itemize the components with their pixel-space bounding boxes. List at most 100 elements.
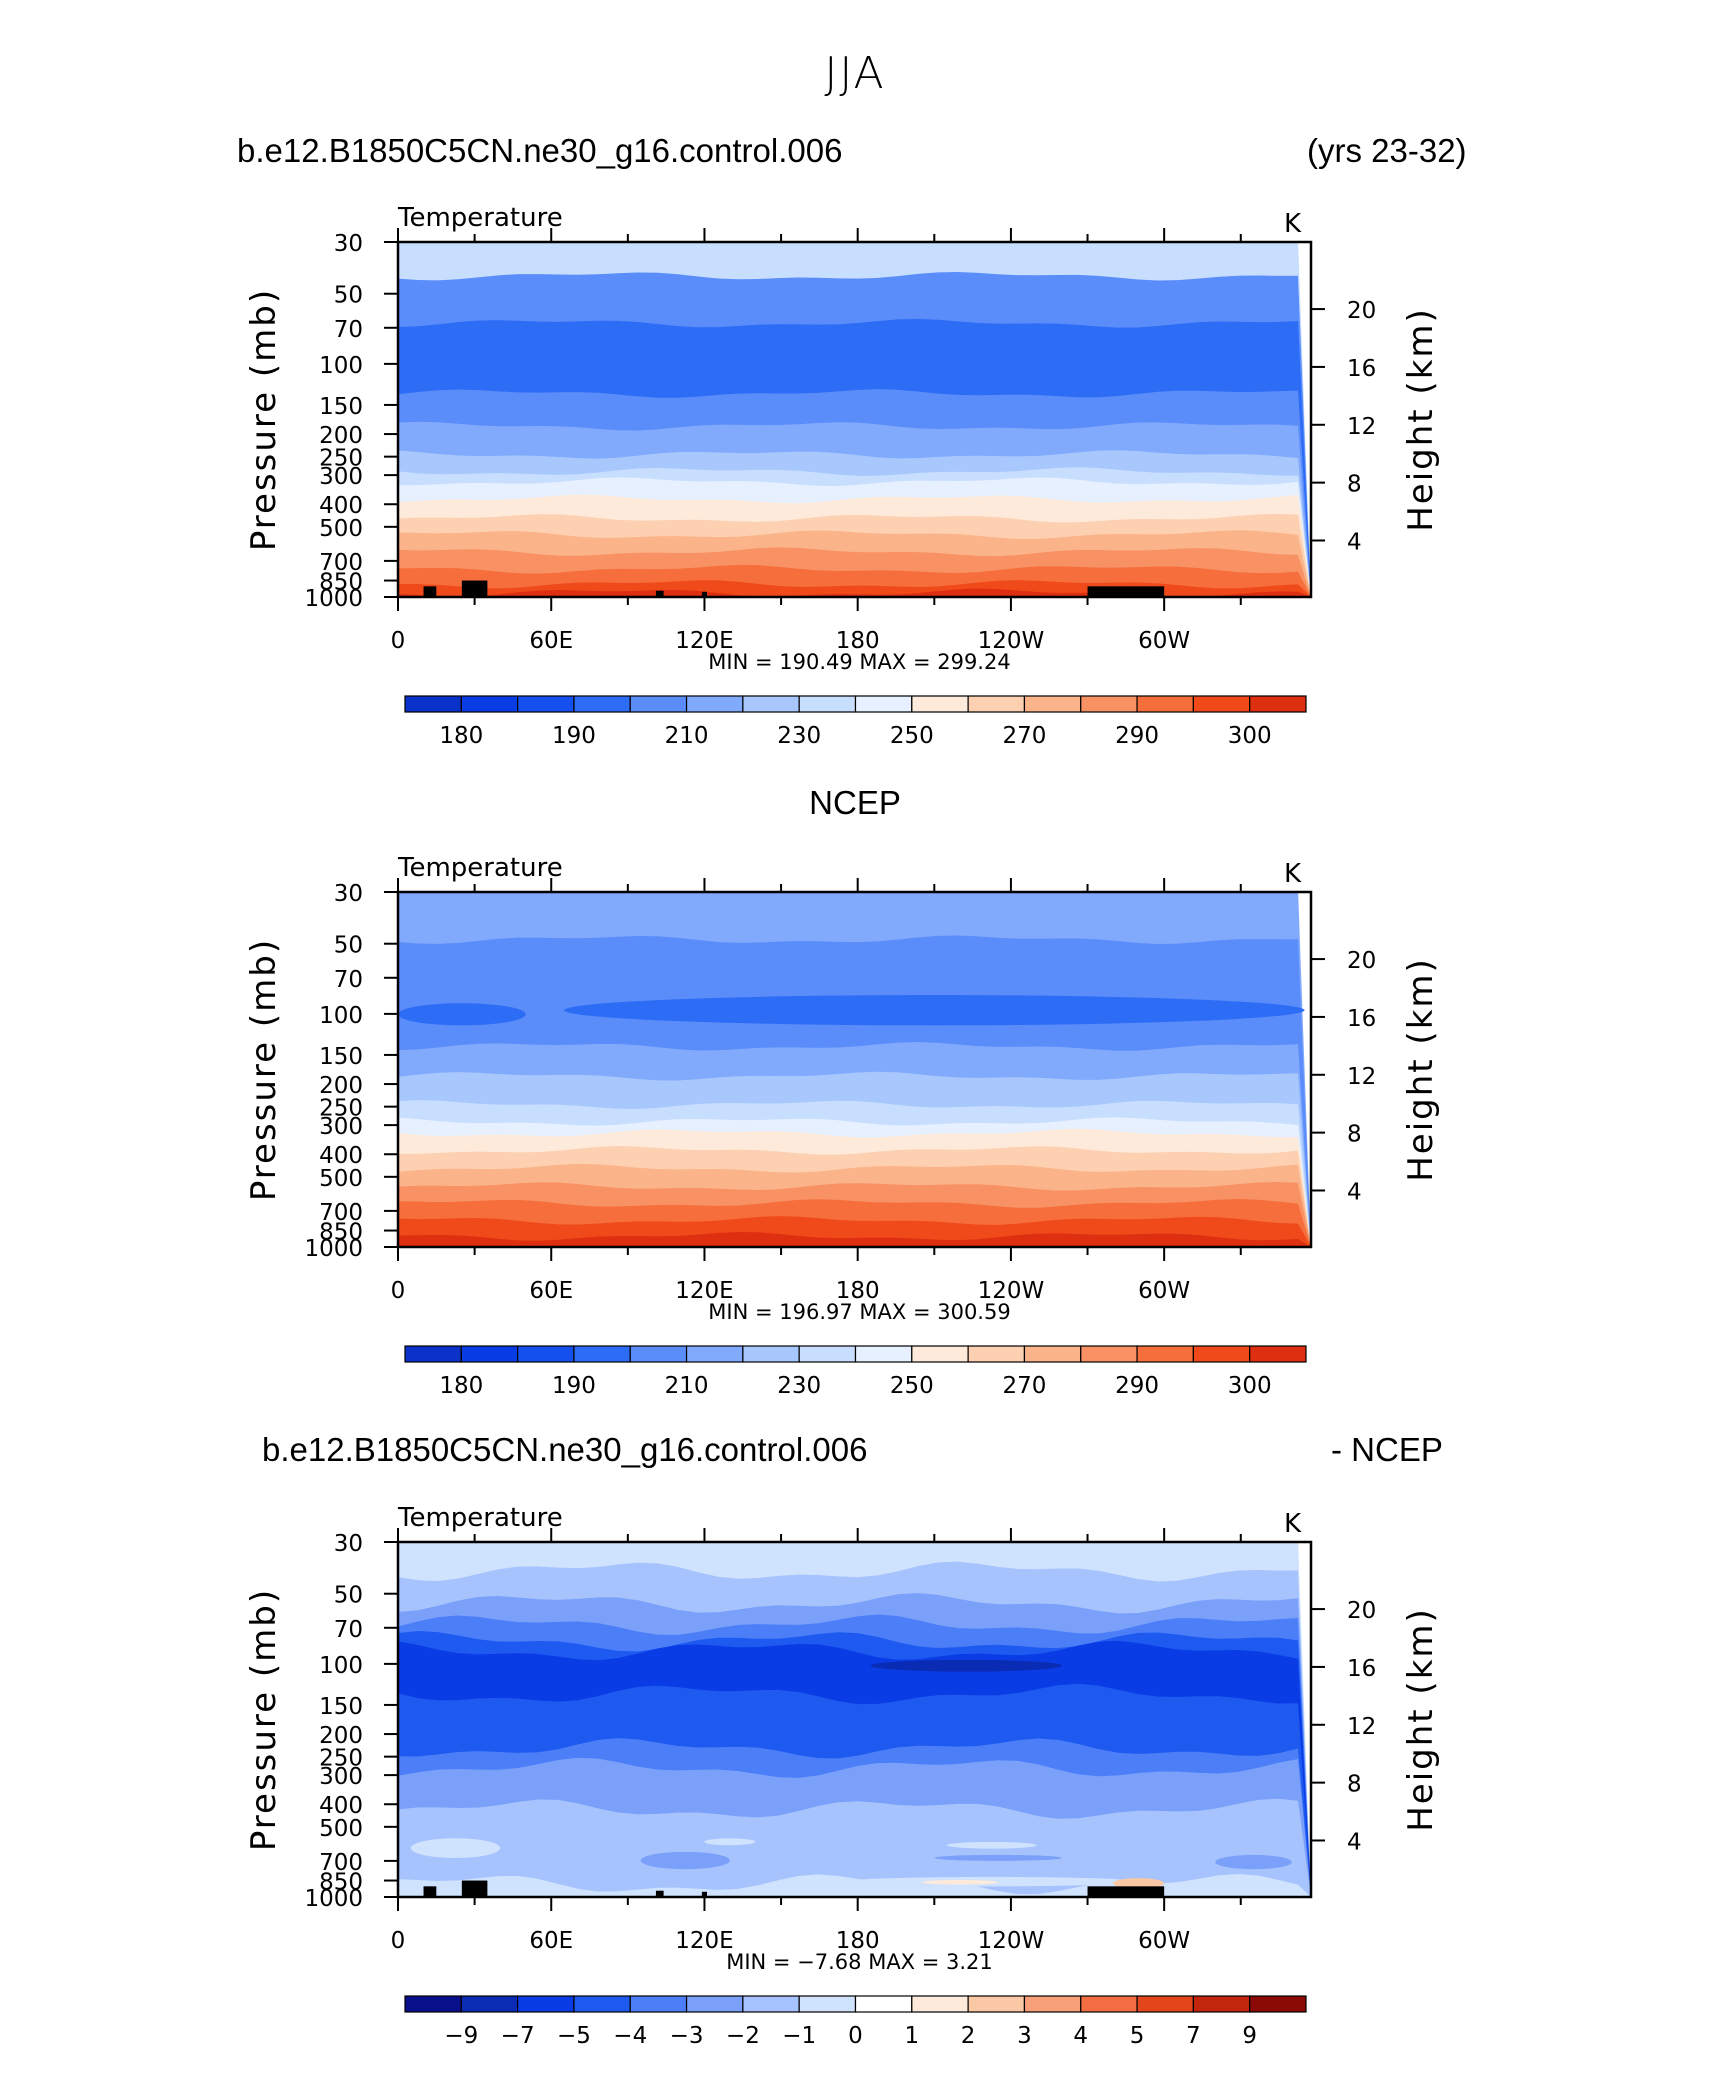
pressure-tick-label: 150 xyxy=(319,1694,363,1720)
pressure-tick-label: 500 xyxy=(319,516,363,542)
model-temperature-panel: Temperature K3050701001502002503004005007… xyxy=(244,203,1441,749)
lon-tick-label: 0 xyxy=(391,628,406,654)
colorbar-box xyxy=(742,1345,800,1363)
pressure-tick-label: 300 xyxy=(319,1764,363,1790)
pressure-tick-label: 50 xyxy=(334,283,363,309)
colorbar-box xyxy=(685,1345,744,1363)
contour-blob xyxy=(921,1879,999,1885)
lon-tick-label: 60W xyxy=(1138,1928,1190,1954)
variable-label: Temperature xyxy=(397,853,563,883)
contour-blob xyxy=(704,1838,756,1846)
colorbar-box xyxy=(460,1995,519,2013)
colorbar-box xyxy=(404,1345,462,1363)
colorbar-label: −9 xyxy=(444,2023,478,2049)
height-tick-label: 12 xyxy=(1347,1064,1376,1090)
lon-tick-label: 60W xyxy=(1138,628,1190,654)
pressure-tick-label: 50 xyxy=(334,933,363,959)
pressure-tick-label: 400 xyxy=(319,1793,363,1819)
ncep-temperature-panel: Temperature K3050701001502002503004005007… xyxy=(244,853,1441,1399)
pressure-tick-label: 1000 xyxy=(304,1886,363,1912)
colorbar-label: 5 xyxy=(1130,2023,1145,2049)
lon-tick-label: 120W xyxy=(978,1278,1045,1304)
terrain-mask xyxy=(1087,586,1165,597)
colorbar-box xyxy=(1023,1995,1082,2013)
plot-frame xyxy=(396,1540,1313,1899)
lon-tick-label: 120E xyxy=(675,628,733,654)
pressure-tick-label: 500 xyxy=(319,1816,363,1842)
lon-tick-label: 60E xyxy=(529,1928,573,1954)
colorbar-label: 180 xyxy=(439,1373,483,1399)
contour-blob xyxy=(398,1003,526,1026)
colorbar-label: 0 xyxy=(848,2023,863,2049)
colorbar-box xyxy=(573,1995,631,2013)
pressure-tick-label: 850 xyxy=(319,570,363,596)
colorbar-label: 7 xyxy=(1186,2023,1201,2049)
pressure-tick-label: 850 xyxy=(319,1220,363,1246)
y-axis-label: Pressure (mb) xyxy=(244,938,284,1201)
colorbar-label: −5 xyxy=(557,2023,591,2049)
colorbar-label: 9 xyxy=(1242,2023,1257,2049)
colorbar-box xyxy=(967,1345,1026,1363)
contour-blob xyxy=(410,1838,501,1858)
colorbar-label: 190 xyxy=(552,1373,596,1399)
terrain-mask xyxy=(461,1880,488,1897)
pressure-tick-label: 70 xyxy=(334,1617,363,1643)
panel1-title-right: (yrs 23-32) xyxy=(1307,132,1467,169)
lon-tick-label: 120E xyxy=(675,1278,733,1304)
colorbar-box xyxy=(685,1995,744,2013)
colorbar-box xyxy=(1192,1995,1251,2013)
pressure-tick-label: 400 xyxy=(319,1143,363,1169)
min-max-label: MIN = −7.68 MAX = 3.21 xyxy=(726,1950,993,1974)
lon-tick-label: 60W xyxy=(1138,1278,1190,1304)
colorbar-box xyxy=(1136,1345,1194,1363)
colorbar-box xyxy=(517,1995,575,2013)
terrain-mask xyxy=(461,580,488,597)
height-tick-label: 12 xyxy=(1347,414,1376,440)
terrain-mask xyxy=(655,590,664,597)
colorbar-box xyxy=(1080,1345,1138,1363)
colorbar-box xyxy=(517,1345,575,1363)
colorbar-box xyxy=(573,695,631,713)
colorbar-box xyxy=(460,695,519,713)
lon-tick-label: 60E xyxy=(529,628,573,654)
pressure-tick-label: 850 xyxy=(319,1870,363,1896)
colorbar-label: −3 xyxy=(670,2023,704,2049)
colorbar-box xyxy=(911,1345,969,1363)
colorbar-label: −2 xyxy=(726,2023,760,2049)
pressure-tick-label: 250 xyxy=(319,1746,363,1772)
min-max-label: MIN = 190.49 MAX = 299.24 xyxy=(708,650,1010,674)
colorbar-label: 300 xyxy=(1228,1373,1272,1399)
colorbar-box xyxy=(404,695,462,713)
contour-band xyxy=(398,1232,1311,1247)
pressure-tick-label: 200 xyxy=(319,1723,363,1749)
colorbar-box xyxy=(742,695,800,713)
height-tick-label: 20 xyxy=(1347,948,1376,974)
terrain-mask xyxy=(701,1891,708,1897)
colorbar-box xyxy=(685,695,744,713)
colorbar-label: 270 xyxy=(1002,723,1046,749)
colorbar-label: 3 xyxy=(1017,2023,1032,2049)
colorbar-box xyxy=(1249,695,1307,713)
colorbar-box xyxy=(460,1345,519,1363)
plot-frame xyxy=(396,890,1313,1249)
y-axis-label: Pressure (mb) xyxy=(244,1588,284,1851)
terrain-mask xyxy=(423,1886,437,1897)
lon-tick-label: 180 xyxy=(836,628,880,654)
colorbar-box xyxy=(1192,695,1251,713)
contour-field xyxy=(398,242,1311,597)
pressure-tick-label: 400 xyxy=(319,493,363,519)
pressure-tick-label: 70 xyxy=(334,317,363,343)
colorbar-box xyxy=(798,1345,857,1363)
panel1-title-left: b.e12.B1850C5CN.ne30_g16.control.006 xyxy=(237,132,843,169)
lon-tick-label: 0 xyxy=(391,1928,406,1954)
colorbar-box xyxy=(798,1995,857,2013)
pressure-tick-label: 300 xyxy=(319,464,363,490)
pressure-tick-label: 70 xyxy=(334,967,363,993)
y-axis-label: Pressure (mb) xyxy=(244,288,284,551)
colorbar-label: 230 xyxy=(777,723,821,749)
height-tick-label: 16 xyxy=(1347,1006,1376,1032)
pressure-tick-label: 700 xyxy=(319,1200,363,1226)
height-tick-label: 8 xyxy=(1347,472,1362,498)
units-label: K xyxy=(1284,859,1302,889)
pressure-tick-label: 250 xyxy=(319,1096,363,1122)
